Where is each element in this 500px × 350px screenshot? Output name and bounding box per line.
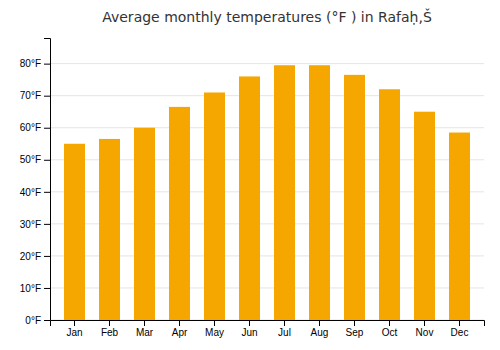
x-tick-label: Oct [382, 327, 398, 338]
y-tick-label: 50°F [20, 154, 41, 165]
x-tick-label: Sep [346, 327, 364, 338]
y-tick-label: 0°F [25, 315, 41, 326]
y-tick-label: 20°F [20, 251, 41, 262]
y-tick-mark [44, 128, 50, 129]
bar [204, 92, 225, 320]
y-tick-label: 60°F [20, 122, 41, 133]
y-tick-label: 10°F [20, 283, 41, 294]
x-axis: Jan Feb Mar Apr May Jun Jul Aug Sep Oct Nov Dec [51, 320, 485, 338]
bar [99, 139, 120, 320]
x-tick-mark [214, 320, 215, 326]
x-tick: Jan [66, 320, 82, 338]
x-tick: Dec [451, 320, 469, 338]
x-tick-mark [249, 320, 250, 326]
y-tick: 70°F [20, 90, 50, 101]
y-tick: 50°F [20, 154, 50, 165]
bar [64, 144, 85, 320]
x-tick: Jul [278, 320, 291, 338]
y-tick-label: 70°F [20, 90, 41, 101]
x-tick-mark [179, 320, 180, 326]
y-tick-mark [44, 288, 50, 289]
bar [169, 107, 190, 320]
x-tick-label: Mar [136, 327, 154, 338]
grid [50, 64, 484, 320]
bar [449, 133, 470, 320]
x-tick-mark [284, 320, 285, 326]
x-tick: Aug [311, 320, 329, 338]
x-tick: May [205, 320, 224, 338]
x-tick-label: May [205, 327, 224, 338]
y-tick: 80°F [20, 58, 50, 69]
y-tick-mark [44, 96, 50, 97]
bar [344, 75, 365, 320]
y-tick-mark [44, 160, 50, 161]
x-tick-label: Dec [451, 327, 469, 338]
x-tick-mark [74, 320, 75, 326]
y-tick: 0°F [25, 315, 50, 326]
chart: Jan Feb Mar Apr May Jun Jul Aug Sep Oct Nov Dec 0°F 1… [0, 0, 500, 350]
x-tick-mark [354, 320, 355, 326]
bar [274, 65, 295, 320]
y-tick-label: 80°F [20, 58, 41, 69]
x-tick-label: Jul [278, 327, 291, 338]
x-tick-label: Nov [416, 327, 434, 338]
x-tick: Oct [382, 320, 398, 338]
y-tick-label: 40°F [20, 187, 41, 198]
plot: Jan Feb Mar Apr May Jun Jul Aug Sep Oct Nov Dec 0°F 1… [20, 39, 485, 339]
x-tick-mark [144, 320, 145, 326]
x-tick: Feb [101, 320, 119, 338]
x-tick: Sep [346, 320, 364, 338]
y-axis: 0°F 10°F 20°F 30°F 40°F 50°F 60°F 70°F 80°F [20, 39, 51, 326]
y-tick-mark [44, 224, 50, 225]
grid-line [50, 63, 484, 64]
x-tick: Apr [172, 320, 188, 338]
x-tick: Nov [416, 320, 434, 338]
y-tick: 10°F [20, 283, 50, 294]
x-tick-mark [319, 320, 320, 326]
y-tick-mark [44, 64, 50, 65]
x-tick-label: Jan [66, 327, 82, 338]
x-tick-mark [389, 320, 390, 326]
x-tick-mark [459, 320, 460, 326]
x-axis-line [51, 321, 485, 327]
bar [379, 89, 400, 320]
x-tick-label: Apr [172, 327, 188, 338]
bar [239, 76, 260, 320]
y-tick-mark [44, 192, 50, 193]
x-tick-label: Aug [311, 327, 329, 338]
bar [414, 112, 435, 320]
x-tick-mark [424, 320, 425, 326]
title: Average monthly temperatures (°F ) in Ra… [102, 8, 432, 25]
y-tick: 20°F [20, 251, 50, 262]
bar [134, 128, 155, 320]
y-tick-mark [44, 320, 50, 321]
x-tick: Jun [241, 320, 257, 338]
bar [309, 65, 330, 320]
y-tick: 60°F [20, 122, 50, 133]
x-tick-mark [109, 320, 110, 326]
x-tick-label: Feb [101, 327, 119, 338]
grid-line [50, 95, 484, 96]
bars [64, 65, 470, 320]
y-tick-mark [44, 256, 50, 257]
y-tick: 40°F [20, 187, 50, 198]
y-tick-label: 30°F [20, 219, 41, 230]
y-tick: 30°F [20, 219, 50, 230]
x-tick-label: Jun [241, 327, 257, 338]
y-axis-line [44, 39, 51, 321]
x-tick: Mar [136, 320, 154, 338]
